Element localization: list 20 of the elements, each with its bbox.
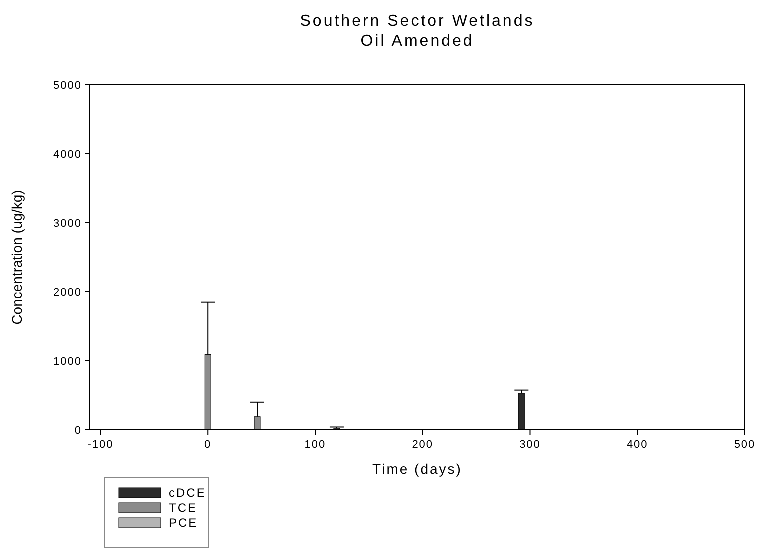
y-tick-label: 0: [74, 425, 82, 437]
x-tick-label: 200: [412, 439, 434, 451]
legend-label: PCE: [169, 516, 198, 530]
x-tick-label: 400: [626, 439, 648, 451]
y-tick-label: 3000: [54, 218, 82, 230]
chart-title: Southern Sector Wetlands: [300, 13, 535, 30]
y-tick-label: 5000: [54, 80, 82, 92]
x-tick-label: 300: [520, 439, 541, 451]
legend-label: cDCE: [169, 486, 206, 500]
x-tick-label: -100: [88, 439, 114, 451]
y-tick-label: 2000: [54, 287, 82, 299]
y-tick-label: 1000: [54, 356, 82, 368]
legend-label: TCE: [169, 501, 198, 515]
x-tick-label: 100: [304, 439, 326, 451]
y-tick-label: 4000: [54, 149, 82, 161]
x-tick-label: 0: [204, 439, 212, 451]
x-tick-label: 500: [734, 439, 756, 451]
x-axis-title: Time (days): [372, 461, 462, 477]
y-axis-title: Concentration (ug/kg): [9, 190, 25, 325]
chart-subtitle: Oil Amended: [360, 33, 474, 50]
